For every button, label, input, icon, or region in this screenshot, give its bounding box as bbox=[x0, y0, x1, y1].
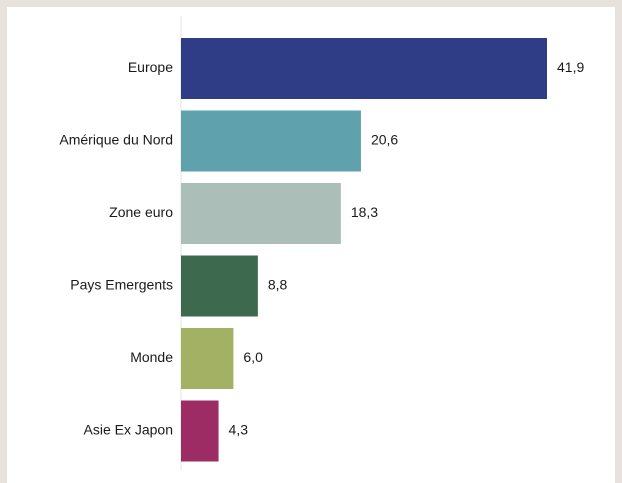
category-label-europe: Europe bbox=[128, 59, 173, 75]
value-label-pays-emergents: 8,8 bbox=[268, 277, 288, 293]
value-label-zone-euro: 18,3 bbox=[351, 204, 378, 220]
bar-monde bbox=[181, 328, 233, 389]
category-label-asie-ex-japon: Asie Ex Japon bbox=[84, 422, 174, 438]
value-label-amerique-du-nord: 20,6 bbox=[371, 132, 398, 148]
category-label-pays-emergents: Pays Emergents bbox=[70, 277, 173, 293]
bar-zone-euro bbox=[181, 183, 341, 244]
bar-europe bbox=[181, 38, 547, 99]
value-label-europe: 41,9 bbox=[557, 59, 584, 75]
bar-asie-ex-japon bbox=[181, 401, 219, 462]
bars-group: Europe 41,9 Amérique du Nord 20,6 Zone euro 1… bbox=[59, 38, 584, 462]
value-label-asie-ex-japon: 4,3 bbox=[229, 422, 249, 438]
category-label-monde: Monde bbox=[130, 349, 173, 365]
category-label-amerique-du-nord: Amérique du Nord bbox=[59, 132, 173, 148]
bar-amerique-du-nord bbox=[181, 111, 361, 172]
value-label-monde: 6,0 bbox=[243, 349, 263, 365]
category-label-zone-euro: Zone euro bbox=[109, 204, 173, 220]
bar-pays-emergents bbox=[181, 256, 258, 317]
